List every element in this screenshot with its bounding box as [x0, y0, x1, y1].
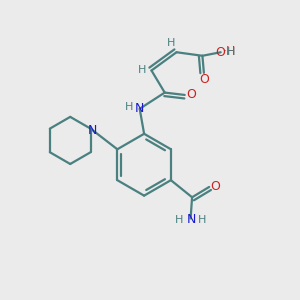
Text: H: H: [198, 215, 207, 225]
Text: N: N: [87, 124, 97, 136]
Text: H: H: [227, 47, 235, 57]
Text: O: O: [215, 46, 225, 59]
Text: O: O: [211, 181, 220, 194]
Text: N: N: [187, 213, 196, 226]
Text: H: H: [125, 102, 134, 112]
Text: H: H: [167, 38, 176, 48]
Text: O: O: [199, 73, 209, 86]
Text: ·H: ·H: [223, 45, 236, 58]
Text: H: H: [175, 215, 184, 225]
Text: N: N: [134, 102, 144, 115]
Text: H: H: [138, 65, 146, 76]
Text: O: O: [186, 88, 196, 101]
